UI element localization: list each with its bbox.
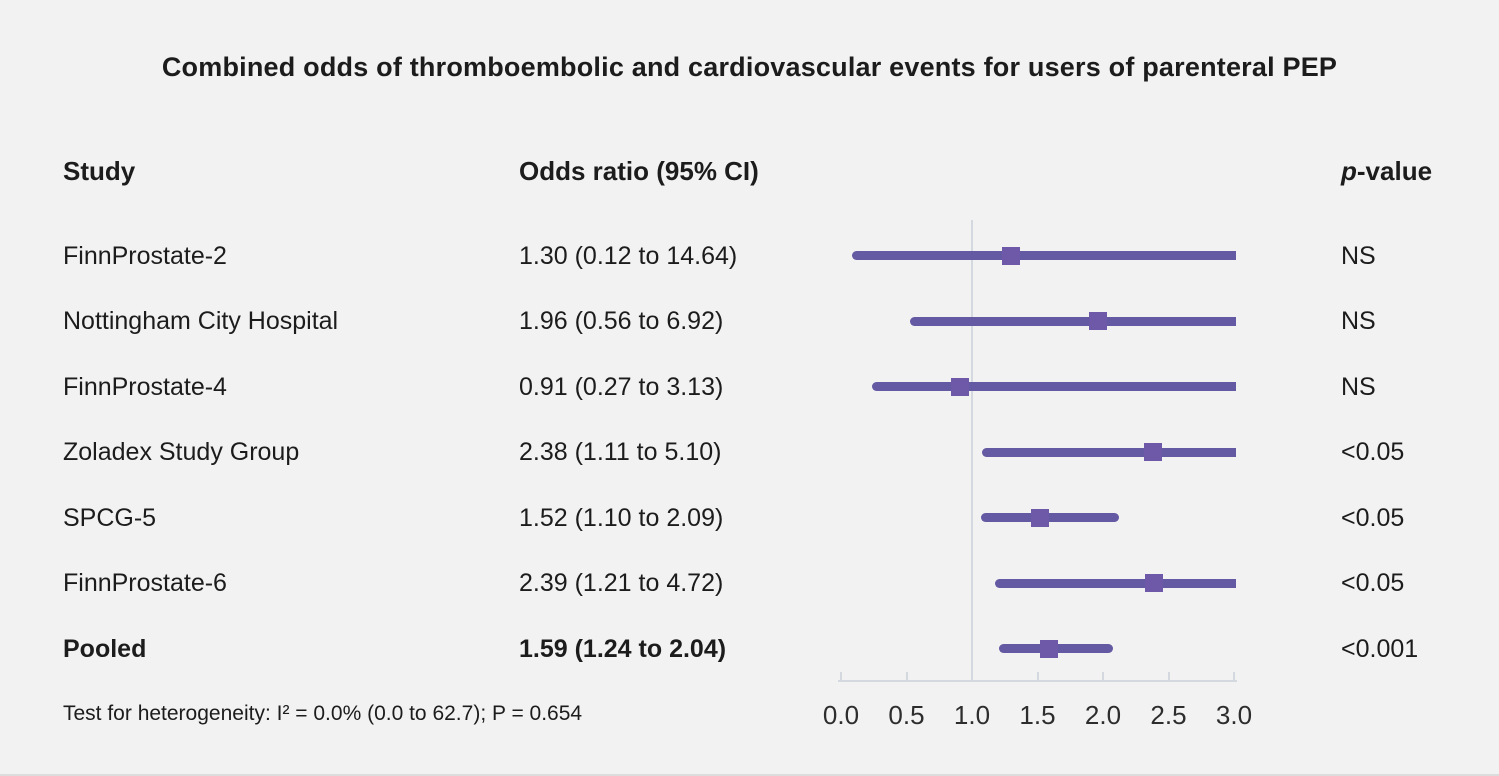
odds-ratio-value: 2.39 (1.21 to 4.72) <box>519 569 724 597</box>
point-estimate-marker <box>951 377 970 396</box>
p-value: <0.001 <box>1341 634 1419 663</box>
study-label: Zoladex Study Group <box>63 438 300 466</box>
confidence-interval-line <box>871 382 1237 391</box>
chart-title: Combined odds of thromboembolic and card… <box>161 52 1338 82</box>
point-estimate-marker <box>1145 574 1164 592</box>
confidence-interval-line <box>995 578 1237 588</box>
odds-ratio-value: 1.30 (0.12 to 14.64) <box>519 241 738 270</box>
x-axis-tick <box>1167 672 1170 680</box>
reference-line <box>971 220 973 682</box>
point-estimate-marker <box>1031 508 1050 527</box>
x-axis-tick <box>1102 672 1104 680</box>
confidence-interval-line <box>980 513 1120 522</box>
x-axis-tick <box>1036 672 1039 680</box>
study-label: Pooled <box>63 634 147 663</box>
x-axis-tick-label: 2.0 <box>1084 700 1122 730</box>
x-axis-line <box>838 680 1237 682</box>
pvalue-header-italic-p: p <box>1341 156 1357 186</box>
x-axis-tick <box>840 672 842 680</box>
column-header-odds-ratio: Odds ratio (95% CI) <box>519 156 759 186</box>
study-label: FinnProstate-6 <box>63 569 227 597</box>
x-axis-tick-label: 3.0 <box>1215 700 1253 730</box>
p-value: NS <box>1341 372 1376 401</box>
x-axis-tick <box>905 672 908 680</box>
p-value: <0.05 <box>1341 503 1405 532</box>
point-estimate-marker <box>1088 312 1107 330</box>
p-value: <0.05 <box>1341 438 1405 466</box>
confidence-interval-line <box>981 447 1237 457</box>
x-axis-tick-label: 0.0 <box>822 700 860 730</box>
confidence-interval-line <box>852 251 1237 260</box>
x-axis-tick <box>971 672 973 680</box>
p-value: NS <box>1341 241 1376 270</box>
x-axis-tick-label: 2.5 <box>1150 700 1187 730</box>
pvalue-header-rest: -value <box>1356 156 1433 186</box>
column-header-study: Study <box>63 156 136 186</box>
odds-ratio-value: 1.96 (0.56 to 6.92) <box>519 307 724 335</box>
x-axis-tick-label: 1.0 <box>953 700 991 730</box>
column-header-pvalue: p-value <box>1341 155 1432 187</box>
odds-ratio-value: 1.52 (1.10 to 2.09) <box>519 503 724 532</box>
x-axis-tick-label: 1.5 <box>1019 700 1056 730</box>
x-axis-tick-label: 0.5 <box>888 700 925 730</box>
odds-ratio-value: 0.91 (0.27 to 3.13) <box>519 372 724 401</box>
p-value: <0.05 <box>1341 569 1405 597</box>
study-label: FinnProstate-2 <box>63 241 227 270</box>
point-estimate-marker <box>1040 639 1059 658</box>
heterogeneity-note: Test for heterogeneity: I² = 0.0% (0.0 t… <box>63 702 583 725</box>
odds-ratio-value: 1.59 (1.24 to 2.04) <box>519 634 727 663</box>
point-estimate-marker <box>1002 246 1021 265</box>
study-label: Nottingham City Hospital <box>63 307 339 335</box>
confidence-interval-line <box>909 316 1237 326</box>
study-label: SPCG-5 <box>63 503 157 532</box>
odds-ratio-value: 2.38 (1.11 to 5.10) <box>519 438 722 466</box>
study-label: FinnProstate-4 <box>63 372 227 401</box>
x-axis-tick <box>1233 672 1235 680</box>
point-estimate-marker <box>1143 443 1162 461</box>
p-value: NS <box>1341 307 1376 335</box>
